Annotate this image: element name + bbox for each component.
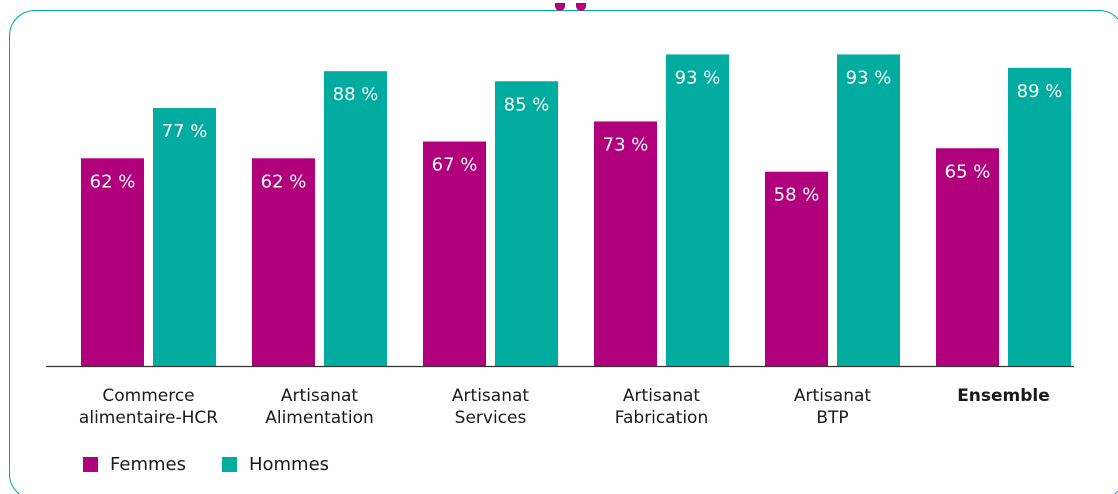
bar-femmes-commerce-alimentaire-hcr	[81, 158, 144, 366]
bar-hommes-ensemble	[1008, 67, 1071, 366]
data-label-femmes-artisanat-fabrication: 73 %	[603, 134, 649, 155]
legend-label-femmes: Femmes	[110, 454, 186, 475]
chart-frame	[9, 3, 1118, 494]
bar-hommes-commerce-alimentaire-hcr	[153, 108, 216, 367]
clipped-title-fragment	[555, 3, 597, 17]
legend-item-hommes: Hommes	[221, 454, 330, 475]
bar-femmes-artisanat-alimentation	[252, 158, 315, 366]
bar-femmes-ensemble	[936, 148, 999, 366]
data-label-hommes-ensemble: 89 %	[1017, 81, 1063, 102]
bar-hommes-artisanat-services	[495, 81, 558, 366]
data-label-femmes-artisanat-alimentation: 62 %	[261, 171, 307, 192]
data-label-hommes-commerce-alimentaire-hcr: 77 %	[162, 121, 208, 142]
category-label-artisanat-alimentation: Artisanat Alimentation	[265, 386, 374, 428]
legend: Femmes Hommes	[83, 454, 329, 475]
data-label-femmes-artisanat-services: 67 %	[432, 155, 478, 176]
bar-hommes-artisanat-alimentation	[324, 71, 387, 366]
category-label-commerce-alimentaire-hcr: Commerce alimentaire-HCR	[79, 386, 218, 428]
category-label-artisanat-btp: Artisanat BTP	[794, 386, 871, 428]
data-label-femmes-artisanat-btp: 58 %	[774, 185, 820, 206]
category-label-ensemble: Ensemble	[957, 386, 1050, 406]
category-label-artisanat-services: Artisanat Services	[452, 386, 529, 428]
bar-hommes-artisanat-fabrication	[666, 54, 729, 366]
legend-item-femmes: Femmes	[83, 454, 186, 475]
legend-swatch-femmes	[83, 457, 98, 472]
bar-femmes-artisanat-btp	[765, 171, 828, 366]
data-label-hommes-artisanat-alimentation: 88 %	[333, 84, 379, 105]
bar-femmes-artisanat-fabrication	[594, 121, 657, 366]
data-label-hommes-artisanat-services: 85 %	[504, 94, 550, 115]
data-label-femmes-commerce-alimentaire-hcr: 62 %	[90, 171, 136, 192]
data-label-hommes-artisanat-btp: 93 %	[846, 67, 892, 88]
bar-femmes-artisanat-services	[423, 141, 486, 366]
bar-hommes-artisanat-btp	[837, 54, 900, 366]
legend-swatch-hommes	[221, 457, 237, 472]
data-label-hommes-artisanat-fabrication: 93 %	[675, 67, 721, 88]
legend-label-hommes: Hommes	[248, 454, 330, 475]
category-label-artisanat-fabrication: Artisanat Fabrication	[615, 386, 708, 428]
data-label-femmes-ensemble: 65 %	[945, 161, 991, 182]
